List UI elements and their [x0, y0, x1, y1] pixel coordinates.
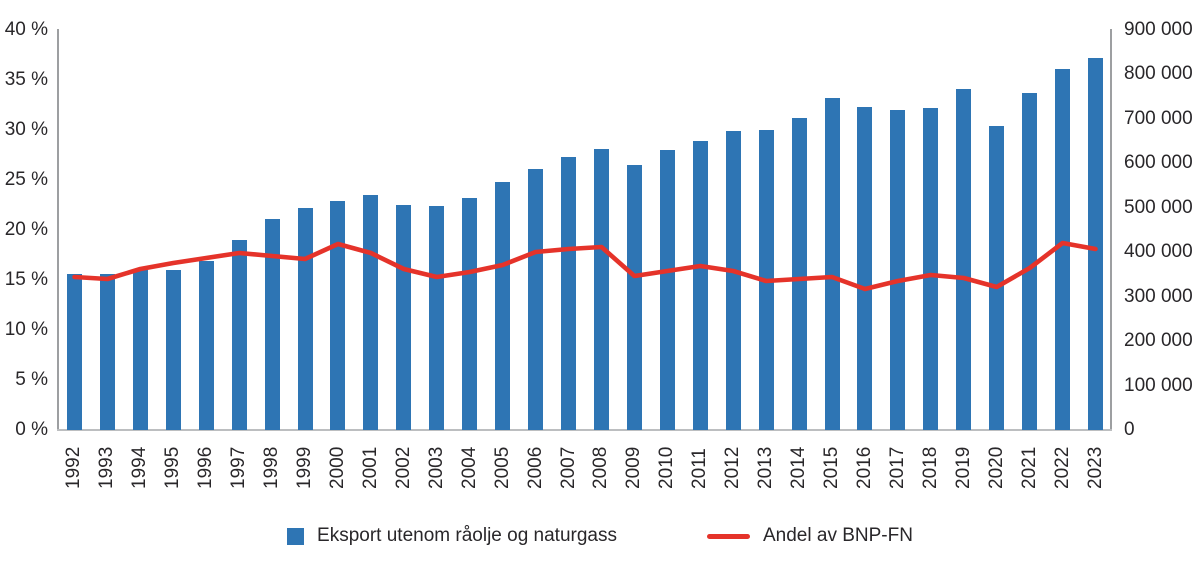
x-axis-year-label: 1993 [96, 446, 118, 489]
x-axis-year-label: 2018 [919, 446, 941, 489]
x-axis-baseline [57, 429, 1112, 431]
right-axis-tick-label: 900 000 [1124, 19, 1193, 40]
left-axis-tick-label: 35 % [4, 69, 48, 90]
x-axis-year-label: 2003 [425, 446, 447, 489]
x-axis-year-label: 2012 [722, 446, 744, 489]
x-axis-year-label: 2002 [392, 446, 414, 489]
legend: Eksport utenom råolje og naturgass Andel… [0, 519, 1200, 553]
right-axis-tick-label: 500 000 [1124, 196, 1193, 218]
x-axis-year-label: 1996 [195, 446, 217, 489]
right-axis-tick-label: 300 000 [1124, 285, 1193, 307]
x-axis-year-label: 2022 [1051, 446, 1073, 489]
x-axis-year-label: 1995 [162, 446, 184, 489]
x-axis-year-label: 2015 [821, 446, 843, 489]
export-bar [1088, 57, 1104, 430]
export-bar [396, 204, 412, 430]
export-bar [528, 168, 544, 430]
legend-label-export: Eksport utenom råolje og naturgass [317, 525, 617, 546]
export-bar [1022, 92, 1038, 430]
x-axis-year-label: 2017 [886, 446, 908, 489]
x-axis-year-label: 2006 [524, 446, 546, 489]
gdp-share-line [72, 240, 1098, 292]
export-bar [626, 165, 642, 430]
export-bar [692, 140, 708, 430]
export-bar [297, 208, 313, 430]
x-axis-year-label: 2010 [656, 446, 678, 489]
export-bar [890, 109, 906, 430]
export-bar [791, 117, 807, 430]
right-axis-tick-label: 400 000 [1124, 241, 1193, 263]
export-bar [198, 261, 214, 430]
export-bar [593, 148, 609, 430]
export-bar [264, 218, 280, 430]
export-bar [989, 126, 1005, 430]
export-bar [165, 269, 181, 430]
left-axis-tick-label: 5 % [15, 369, 48, 390]
export-bar [66, 274, 82, 430]
export-bar [824, 98, 840, 430]
x-axis-year-label: 1994 [129, 446, 151, 489]
bar-swatch-icon [287, 527, 305, 545]
x-axis-year-label: 2007 [557, 446, 579, 489]
left-axis-tick-label: 0 % [15, 419, 48, 440]
x-axis-year-label: 2000 [326, 446, 348, 489]
right-axis-line [1110, 29, 1112, 431]
left-axis-tick-label: 10 % [4, 319, 48, 340]
right-axis-tick-label: 200 000 [1124, 330, 1193, 352]
x-axis-year-label: 2021 [1018, 446, 1040, 489]
x-axis-year-label: 1998 [261, 446, 283, 489]
export-bar [561, 156, 577, 430]
legend-item-gdp-share: Andel av BNP-FN [707, 525, 913, 547]
legend-item-export: Eksport utenom råolje og naturgass [287, 525, 617, 547]
export-bar [429, 205, 445, 430]
x-axis-year-label: 2020 [985, 446, 1007, 489]
x-axis-year-label: 2009 [623, 446, 645, 489]
right-axis-tick-label: 600 000 [1124, 152, 1193, 174]
left-axis-line [57, 29, 59, 431]
export-bar [330, 201, 346, 430]
left-axis-tick-label: 30 % [4, 119, 48, 140]
x-axis-year-label: 1999 [294, 446, 316, 489]
x-axis-year-label: 2013 [755, 446, 777, 489]
x-axis-year-label: 2001 [359, 446, 381, 489]
export-bar [725, 130, 741, 430]
export-bar [462, 198, 478, 430]
export-bar [495, 182, 511, 430]
x-axis-year-label: 1997 [228, 446, 250, 489]
legend-label-gdp-share: Andel av BNP-FN [763, 525, 913, 546]
x-axis-year-label: 2008 [590, 446, 612, 489]
x-axis-year-label: 2005 [491, 446, 513, 489]
export-bar [956, 89, 972, 430]
export-bar [923, 107, 939, 430]
export-bar [1055, 69, 1071, 430]
x-axis-year-label: 2004 [458, 446, 480, 489]
export-bar [857, 107, 873, 430]
right-axis-tick-label: 700 000 [1124, 107, 1193, 129]
left-axis-tick-label: 25 % [4, 169, 48, 190]
export-bar [132, 270, 148, 430]
left-axis-tick-label: 40 % [4, 19, 48, 40]
right-axis-tick-label: 100 000 [1124, 374, 1193, 396]
export-bar [231, 239, 247, 430]
x-axis-year-label: 1992 [63, 446, 85, 489]
export-bar [659, 150, 675, 430]
x-axis-year-label: 2023 [1084, 446, 1106, 489]
x-axis-year-label: 2014 [788, 446, 810, 489]
right-axis-tick-label: 0 [1124, 419, 1135, 440]
right-axis-tick-label: 800 000 [1124, 63, 1193, 85]
export-bar [99, 273, 115, 430]
left-axis-tick-label: 15 % [4, 269, 48, 290]
line-swatch-icon [707, 533, 750, 539]
x-axis-year-label: 2019 [952, 446, 974, 489]
left-axis-tick-label: 20 % [4, 219, 48, 240]
x-axis-year-label: 2016 [853, 446, 875, 489]
gdp-share-line-svg [72, 240, 1098, 292]
x-axis-year-label: 2011 [689, 448, 711, 489]
